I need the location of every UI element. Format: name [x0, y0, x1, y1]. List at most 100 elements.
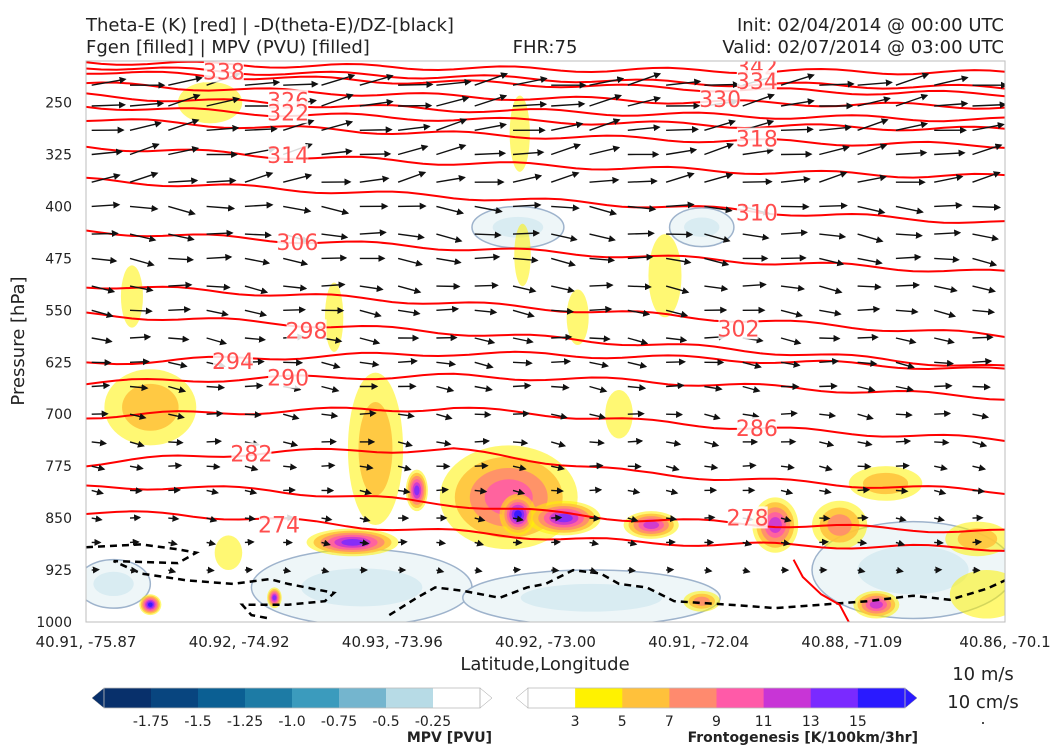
wind-vector [589, 94, 623, 107]
wind-vector [704, 233, 731, 243]
wind-vector [972, 233, 999, 242]
wind-vector [972, 440, 988, 448]
wind-vector [168, 255, 194, 263]
wind-vector [972, 101, 1005, 109]
wind-vector [474, 72, 509, 86]
wind-vector [895, 231, 923, 239]
wind-vector [206, 229, 234, 237]
theta-e-contour-label: 334 [736, 70, 778, 95]
wind-vector [397, 257, 423, 267]
wind-vector [895, 93, 929, 107]
wind-vector [819, 487, 832, 495]
wind-vector [589, 539, 600, 547]
wind-vector [742, 178, 773, 186]
wind-vector [742, 93, 775, 107]
theta-e-contour-label: 330 [699, 88, 741, 113]
wind-vector [589, 118, 621, 131]
y-tick-label: 775 [45, 459, 72, 475]
wind-vector [857, 385, 876, 393]
wind-vector [206, 437, 222, 445]
wind-vector [895, 566, 904, 574]
wind-vector [819, 80, 855, 88]
plot-area: 3383423343303263223183143103063022982942… [85, 60, 1006, 623]
wind-vector [244, 231, 272, 239]
mpv-region-core [93, 571, 134, 597]
wind-vector [436, 385, 455, 393]
colorbar-segment [151, 688, 199, 708]
wind-vector [934, 382, 953, 390]
wind-vector [819, 411, 837, 419]
wind-vector [282, 119, 315, 131]
wind-vector [283, 413, 300, 421]
wind-vector [551, 487, 564, 495]
theta-e-contour-label: 274 [258, 513, 300, 538]
wind-vector [934, 337, 955, 345]
wind-vector [589, 385, 608, 394]
wind-vector [359, 98, 394, 107]
colorbar-frame [103, 687, 481, 709]
wind-vector [474, 566, 483, 574]
wind-vector [512, 201, 542, 209]
wind-vector [398, 357, 418, 365]
fgen-blob [341, 538, 364, 546]
wind-vector [665, 439, 682, 447]
wind-vector [819, 171, 848, 183]
wind-vector [91, 256, 118, 264]
fgen-blob [414, 485, 420, 496]
wind-vector [780, 360, 801, 368]
theta-e-contour-label: 298 [286, 319, 328, 344]
wind-vector [436, 233, 463, 243]
wind-vector [742, 281, 767, 289]
wind-vector [934, 410, 952, 418]
fgen-blob [768, 517, 782, 533]
wind-vector [895, 462, 910, 470]
wind-vector [857, 359, 878, 367]
wind-vector [359, 463, 374, 471]
wind-vector [474, 437, 490, 445]
wind-vector [474, 462, 489, 470]
wind-vector [244, 335, 266, 343]
theta-e-contour-label: 338 [203, 60, 245, 85]
theta-e-contour-label: 310 [736, 202, 778, 227]
wind-vector-layer [91, 72, 1005, 574]
wind-vector [321, 539, 331, 547]
wind-vector [934, 255, 960, 263]
theta-e-contour [86, 285, 1005, 338]
wind-vector [512, 515, 524, 523]
wind-vector [627, 337, 649, 346]
wind-vector [91, 285, 116, 294]
wind-vector [589, 439, 605, 447]
wind-vector [780, 125, 814, 133]
wind-vector [359, 360, 380, 368]
wind-vector [512, 410, 530, 418]
wind-vector [321, 385, 340, 393]
wind-vector [665, 257, 692, 266]
wind-vector [627, 488, 641, 495]
wind-vector [780, 98, 815, 107]
wind-vector [474, 231, 502, 239]
wind-vector [627, 566, 636, 574]
wind-vector [436, 257, 462, 266]
wind-vector [666, 78, 702, 86]
wind-vector [589, 413, 607, 420]
wind-vector [436, 360, 457, 368]
wind-vector [627, 410, 645, 418]
wind-vector [129, 384, 149, 392]
fgen-blob [272, 595, 277, 601]
fgen-colorbar-label: Frontogenesis [K/100km/3hr] [688, 730, 918, 746]
wind-vector [704, 384, 723, 392]
wind-vector [512, 488, 526, 496]
wind-vector [91, 101, 126, 109]
wind-vector [436, 486, 449, 494]
theta-e-label-bg [268, 144, 309, 167]
mpv-region-core [520, 583, 663, 612]
header-right-line1: Init: 02/04/2014 @ 00:00 UTC [737, 15, 1004, 36]
wind-vector [168, 93, 201, 107]
wind-vector [819, 357, 840, 365]
wind-vector [895, 72, 930, 86]
wind-vector [129, 257, 155, 267]
x-tick-label: 40.92, -73.00 [495, 633, 596, 651]
wind-vector [436, 566, 445, 574]
wind-vector [551, 100, 586, 108]
